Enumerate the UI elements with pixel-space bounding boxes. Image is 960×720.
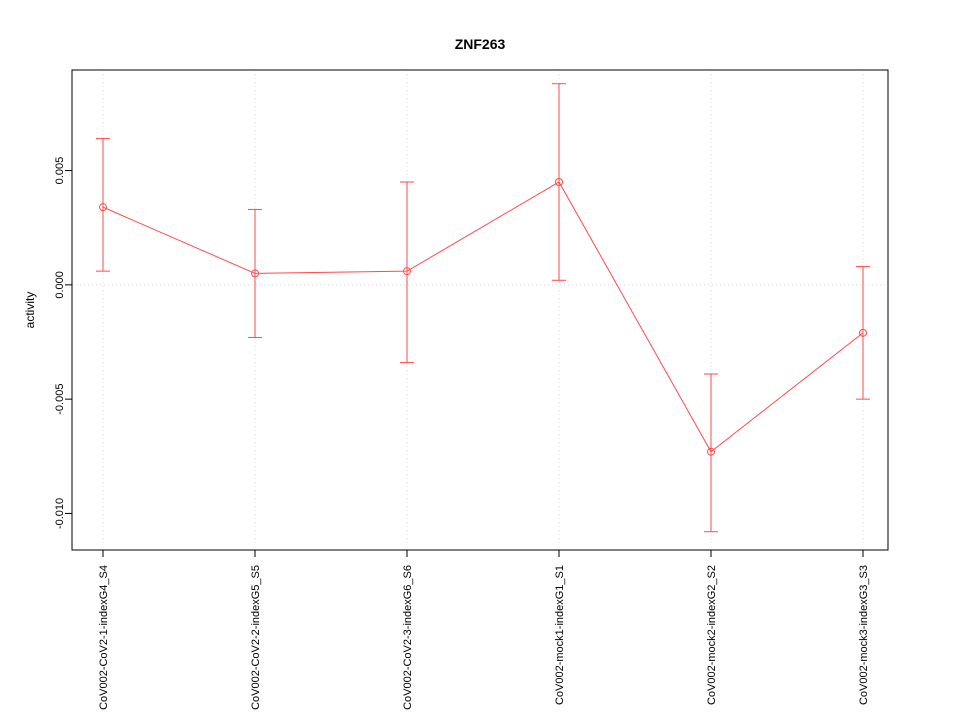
x-tick-label: CoV002-mock2-indexG2_S2 (706, 565, 718, 705)
y-tick-label: 0.005 (54, 157, 66, 185)
data-point (403, 267, 411, 276)
x-tick-label: CoV002-CoV2-3-indexG6_S6 (402, 565, 414, 710)
data-point (251, 269, 259, 278)
series-line (102, 181, 864, 453)
y-tick-label: -0.005 (54, 384, 66, 415)
x-tick-label: CoV002-mock3-indexG3_S3 (858, 565, 870, 705)
y-tick-label: -0.010 (54, 498, 66, 529)
data-point (555, 178, 563, 186)
x-tick-label: CoV002-CoV2-2-indexG5_S5 (250, 565, 262, 710)
plot-box (71, 69, 889, 551)
x-tick-label: CoV002-CoV2-1-indexG4_S4 (98, 565, 110, 710)
x-tick-label: CoV002-mock1-indexG1_S1 (554, 565, 566, 705)
data-point (859, 328, 867, 337)
y-tick-label: 0.000 (54, 271, 66, 299)
data-point (99, 203, 107, 212)
data-point (707, 447, 715, 456)
chart-title: ZNF263 (454, 36, 506, 52)
